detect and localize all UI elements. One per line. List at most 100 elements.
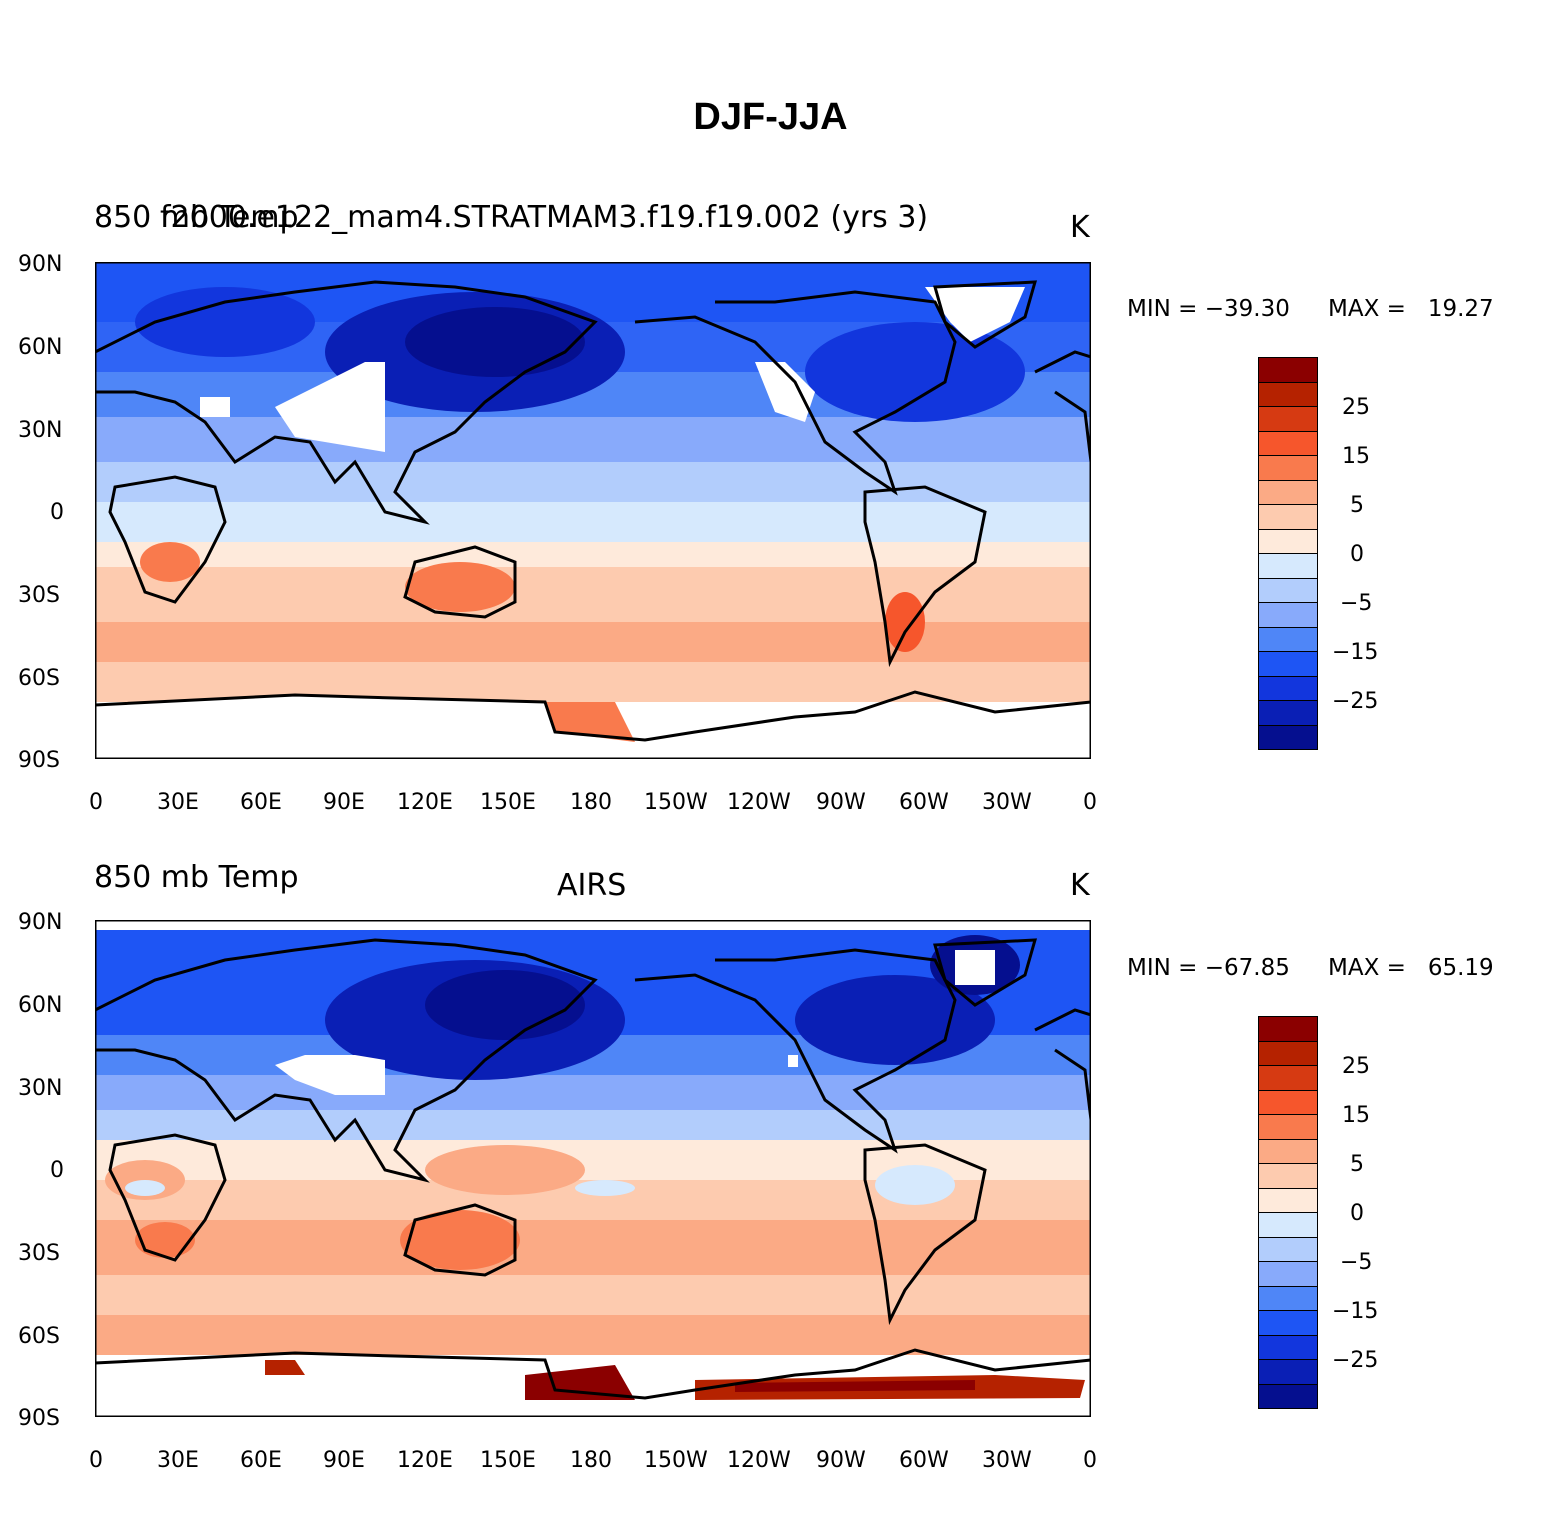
panel1-colorbar-label: −25 <box>1332 689 1379 714</box>
colorbar-swatch <box>1259 381 1317 406</box>
colorbar-swatch <box>1259 651 1317 676</box>
panel1-colorbar-label: 15 <box>1342 444 1370 469</box>
panel2-lat-tick: 30S <box>18 1241 60 1266</box>
panel1-lat-tick: 60S <box>18 666 60 691</box>
panel1-subtitle: f2000.e122_mam4.STRATMAM3.f19.f19.002 (y… <box>160 200 929 235</box>
colorbar-swatch <box>1259 1310 1317 1335</box>
colorbar-swatch <box>1259 1114 1317 1139</box>
colorbar-swatch <box>1259 1017 1317 1041</box>
colorbar-swatch <box>1259 1138 1317 1163</box>
panel2-lon-tick: 60E <box>240 1448 282 1473</box>
panel2-lon-tick: 0 <box>1083 1448 1097 1473</box>
panel2-left-title: 850 mb Temp <box>94 860 299 895</box>
panel2-lon-tick: 180 <box>570 1448 612 1473</box>
panel2-lon-tick: 120W <box>727 1448 791 1473</box>
figure-title: DJF-JJA <box>693 96 848 138</box>
colorbar-swatch <box>1259 577 1317 602</box>
panel1-lat-tick: 30S <box>18 583 60 608</box>
panel2-colorbar-label: 0 <box>1350 1201 1364 1226</box>
colorbar-swatch <box>1259 358 1317 382</box>
panel2-lon-tick: 150E <box>480 1448 536 1473</box>
colorbar-swatch <box>1259 1212 1317 1237</box>
colorbar-swatch <box>1259 1359 1317 1384</box>
colorbar-swatch <box>1259 675 1317 700</box>
panel2-colorbar-label: 25 <box>1342 1054 1370 1079</box>
panel1-max-label: MAX = 19.27 <box>1328 296 1494 322</box>
panel1-colorbar-label: 5 <box>1350 493 1364 518</box>
panel2-lon-tick: 0 <box>89 1448 103 1473</box>
panel2-min-label: MIN = −67.85 <box>1127 955 1290 981</box>
colorbar-swatch <box>1259 1261 1317 1286</box>
colorbar-swatch <box>1259 1334 1317 1359</box>
panel2-units: K <box>1070 868 1090 903</box>
panel1-colorbar-label: −15 <box>1332 640 1379 665</box>
panel2-subtitle: AIRS <box>557 868 627 903</box>
panel1-lat-tick: 0 <box>50 500 64 525</box>
colorbar-swatch <box>1259 1383 1317 1408</box>
panel2-lat-tick: 0 <box>50 1158 64 1183</box>
colorbar-swatch <box>1259 430 1317 455</box>
colorbar-swatch <box>1259 1285 1317 1310</box>
panel1-units: K <box>1070 210 1090 245</box>
panel2-colorbar-label: −5 <box>1340 1250 1373 1275</box>
colorbar-swatch <box>1259 1187 1317 1212</box>
colorbar-swatch <box>1259 700 1317 725</box>
panel1-min-label: MIN = −39.30 <box>1127 296 1290 322</box>
panel2-lon-tick: 90E <box>323 1448 365 1473</box>
panel2-lon-tick: 150W <box>644 1448 708 1473</box>
colorbar-swatch <box>1259 455 1317 480</box>
panel2-lat-tick: 30N <box>18 1076 63 1101</box>
panel1-lon-tick: 120E <box>397 790 453 815</box>
colorbar-swatch <box>1259 528 1317 553</box>
panel1-lon-tick: 0 <box>89 790 103 815</box>
panel2-lon-tick: 60W <box>899 1448 949 1473</box>
panel2-lon-tick: 120E <box>397 1448 453 1473</box>
panel2-colorbar-label: 15 <box>1342 1103 1370 1128</box>
colorbar-swatch <box>1259 724 1317 749</box>
panel1-lon-tick: 90E <box>323 790 365 815</box>
colorbar-swatch <box>1259 602 1317 627</box>
panel1-lat-tick: 30N <box>18 418 63 443</box>
colorbar-swatch <box>1259 406 1317 431</box>
colorbar-swatch <box>1259 504 1317 529</box>
panel2-lon-tick: 90W <box>816 1448 866 1473</box>
panel1-lon-tick: 0 <box>1083 790 1097 815</box>
panel1-colorbar <box>1258 357 1318 750</box>
colorbar-swatch <box>1259 626 1317 651</box>
panel2-map <box>95 920 1091 1417</box>
panel2-lat-tick: 90N <box>18 910 63 935</box>
colorbar-swatch <box>1259 1236 1317 1261</box>
panel1-lon-tick: 180 <box>570 790 612 815</box>
panel2-lat-tick: 90S <box>18 1406 60 1431</box>
panel1-lon-tick: 60W <box>899 790 949 815</box>
panel2-max-label: MAX = 65.19 <box>1328 955 1494 981</box>
panel1-lon-tick: 30W <box>982 790 1032 815</box>
panel2-colorbar-label: −15 <box>1332 1299 1379 1324</box>
panel1-lon-tick: 90W <box>816 790 866 815</box>
panel2-colorbar <box>1258 1016 1318 1409</box>
panel1-colorbar-label: 25 <box>1342 395 1370 420</box>
panel1-map <box>95 262 1091 759</box>
panel1-colorbar-label: −5 <box>1340 591 1373 616</box>
panel2-lon-tick: 30E <box>157 1448 199 1473</box>
panel1-lon-tick: 60E <box>240 790 282 815</box>
panel2-colorbar-label: −25 <box>1332 1348 1379 1373</box>
colorbar-swatch <box>1259 479 1317 504</box>
panel1-lon-tick: 120W <box>727 790 791 815</box>
panel1-lat-tick: 60N <box>18 335 63 360</box>
colorbar-swatch <box>1259 1163 1317 1188</box>
panel1-colorbar-label: 0 <box>1350 542 1364 567</box>
colorbar-swatch <box>1259 1089 1317 1114</box>
panel2-lat-tick: 60N <box>18 993 63 1018</box>
colorbar-swatch <box>1259 553 1317 578</box>
panel1-lon-tick: 30E <box>157 790 199 815</box>
panel1-lon-tick: 150W <box>644 790 708 815</box>
colorbar-swatch <box>1259 1040 1317 1065</box>
panel1-lat-tick: 90N <box>18 252 63 277</box>
colorbar-swatch <box>1259 1065 1317 1090</box>
panel1-lon-tick: 150E <box>480 790 536 815</box>
panel2-colorbar-label: 5 <box>1350 1152 1364 1177</box>
panel2-lon-tick: 30W <box>982 1448 1032 1473</box>
panel2-lat-tick: 60S <box>18 1324 60 1349</box>
panel1-left-title: 850 mb Temp <box>94 200 299 235</box>
